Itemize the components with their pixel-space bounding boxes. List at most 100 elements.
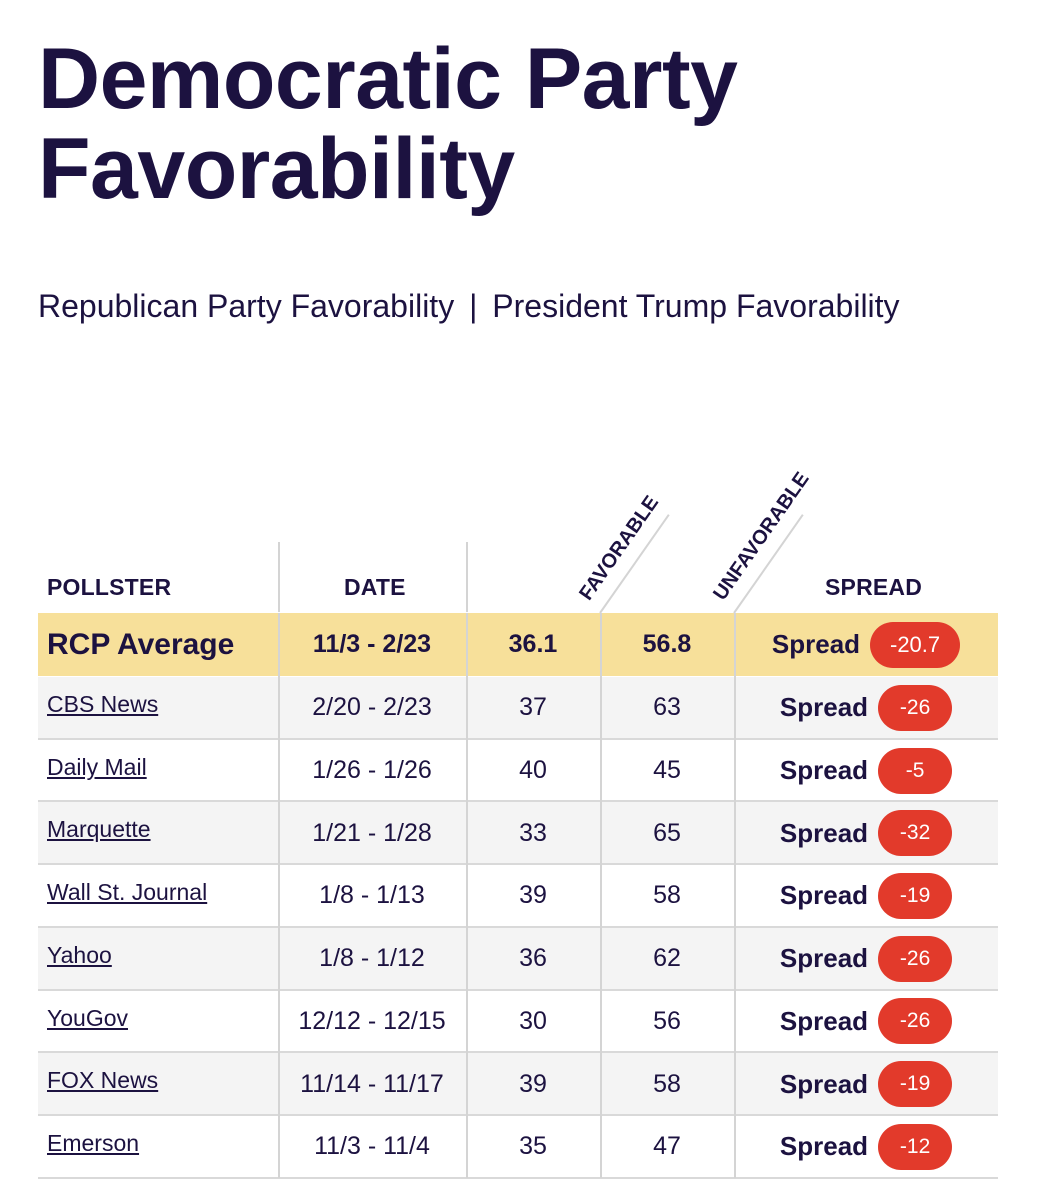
- pollster-cell: Marquette: [38, 802, 278, 864]
- spread: Spread -32: [779, 810, 953, 857]
- spread-cell: Spread -19: [734, 1053, 998, 1115]
- spread-label: Spread: [779, 1005, 869, 1036]
- average-date: 11/3 - 2/23: [312, 630, 432, 658]
- column-divider: [600, 613, 602, 1178]
- date-cell: 11/3 - 11/4: [314, 1132, 430, 1161]
- pollster-link[interactable]: Yahoo: [47, 941, 112, 968]
- spread-cell: Spread -19: [734, 865, 998, 927]
- pollster-cell: Yahoo: [38, 928, 278, 990]
- favorable-cell: 39: [519, 1069, 547, 1098]
- favorable-cell: 30: [519, 1006, 547, 1035]
- spread: Spread -26: [780, 935, 953, 982]
- spread-cell: Spread -26: [734, 677, 998, 739]
- date-cell: 1/8 - 1/12: [319, 944, 425, 973]
- unfavorable-cell: 65: [653, 818, 681, 847]
- spread-label: Spread: [779, 1068, 869, 1099]
- spread-badge: -19: [878, 1061, 953, 1108]
- average-unfavorable: 56.8: [642, 630, 692, 658]
- spread: Spread -5: [780, 747, 953, 794]
- spread-label: Spread: [771, 629, 861, 659]
- link-republican-favorability[interactable]: Republican Party Favorability: [38, 288, 455, 324]
- pollster-link[interactable]: Emerson: [47, 1129, 140, 1156]
- row-divider: [38, 925, 998, 928]
- average-favorable: 36.1: [508, 630, 558, 658]
- spread-badge: -5: [878, 747, 953, 794]
- date-cell: 1/26 - 1/26: [312, 756, 432, 785]
- favorable-cell: 39: [519, 881, 547, 910]
- header-date: DATE: [344, 574, 406, 600]
- row-divider: [38, 737, 998, 740]
- link-separator: |: [469, 288, 478, 324]
- pollster-link[interactable]: CBS News: [47, 691, 159, 717]
- spread-badge: -12: [878, 1123, 953, 1170]
- pollster-cell: Wall St. Journal: [38, 865, 278, 927]
- spread-cell: Spread -5: [734, 740, 998, 802]
- favorable-cell: 36: [519, 944, 547, 973]
- pollster-link[interactable]: Daily Mail: [47, 753, 147, 780]
- header-favorable: FAVORABLE: [575, 491, 664, 605]
- table-row: FOX News 11/14 - 11/17 39 58 Spread -19: [38, 1053, 998, 1115]
- header-divider: [466, 542, 468, 612]
- spread: Spread -26: [779, 684, 953, 731]
- date-cell: 11/14 - 11/17: [300, 1069, 444, 1098]
- unfavorable-cell: 62: [653, 944, 681, 973]
- row-divider: [38, 800, 998, 803]
- link-trump-favorability[interactable]: President Trump Favorability: [492, 288, 900, 324]
- pollster-link[interactable]: YouGov: [47, 1004, 128, 1031]
- table-row: CBS News 2/20 - 2/23 37 63 Spread -26: [38, 677, 998, 739]
- table-row: Marquette 1/21 - 1/28 33 65 Spread -32: [38, 802, 998, 865]
- header-pollster: POLLSTER: [47, 574, 172, 600]
- spread-badge: -19: [878, 872, 953, 919]
- spread-label: Spread: [779, 817, 869, 848]
- column-divider: [734, 613, 736, 1178]
- spread: Spread -26: [779, 998, 953, 1045]
- column-divider: [278, 613, 280, 1178]
- table-row: Daily Mail 1/26 - 1/26 40 45 Spread -5: [38, 739, 998, 802]
- row-divider: [38, 1176, 998, 1179]
- spread: Spread -19: [780, 872, 953, 919]
- date-cell: 1/8 - 1/13: [319, 881, 425, 910]
- spread: Spread -12: [779, 1123, 953, 1170]
- unfavorable-cell: 56: [653, 1006, 681, 1035]
- date-cell: 2/20 - 2/23: [312, 693, 432, 722]
- header-unfavorable: UNFAVORABLE: [709, 468, 814, 605]
- spread-label: Spread: [779, 1131, 869, 1162]
- spread-cell: Spread -26: [734, 928, 998, 990]
- unfavorable-cell: 58: [653, 1069, 681, 1098]
- average-spread: Spread -20.7: [771, 621, 961, 668]
- page-title: Democratic Party Favorability: [38, 31, 738, 217]
- unfavorable-cell: 45: [653, 756, 681, 785]
- row-divider: [38, 988, 998, 991]
- header-divider: [278, 542, 280, 612]
- unfavorable-cell: 58: [653, 881, 681, 910]
- favorable-cell: 37: [519, 693, 547, 722]
- spread-badge: -26: [878, 684, 953, 731]
- row-divider: [38, 863, 998, 866]
- favorable-cell: 33: [519, 818, 547, 847]
- spread-badge: -26: [878, 998, 953, 1045]
- pollster-cell: Emerson: [38, 1116, 278, 1178]
- row-divider: [38, 1051, 998, 1054]
- spread-label: Spread: [779, 692, 869, 723]
- favorable-cell: 40: [519, 756, 547, 785]
- spread: Spread -19: [779, 1061, 953, 1108]
- unfavorable-cell: 63: [653, 693, 681, 722]
- spread-cell: Spread -26: [734, 991, 998, 1053]
- average-pollster: RCP Average: [47, 627, 235, 661]
- favorable-cell: 35: [519, 1132, 547, 1161]
- header-spread: SPREAD: [825, 574, 923, 600]
- table-row: Yahoo 1/8 - 1/12 36 62 Spread -26: [38, 927, 998, 990]
- pollster-cell: YouGov: [38, 991, 278, 1053]
- pollster-cell: CBS News: [38, 677, 278, 739]
- column-divider: [466, 613, 468, 1178]
- spread-cell: Spread -12: [734, 1116, 998, 1178]
- pollster-link[interactable]: Wall St. Journal: [47, 879, 208, 906]
- pollster-link[interactable]: FOX News: [47, 1067, 159, 1094]
- table-row-average: RCP Average 11/3 - 2/23 36.1 56.8 Spread…: [38, 613, 998, 676]
- date-cell: 1/21 - 1/28: [312, 818, 432, 847]
- related-links: Republican Party Favorability | Presiden…: [38, 288, 900, 325]
- table-row: Emerson 11/3 - 11/4 35 47 Spread -12: [38, 1115, 998, 1178]
- pollster-link[interactable]: Marquette: [47, 816, 151, 843]
- row-divider: [38, 1113, 998, 1116]
